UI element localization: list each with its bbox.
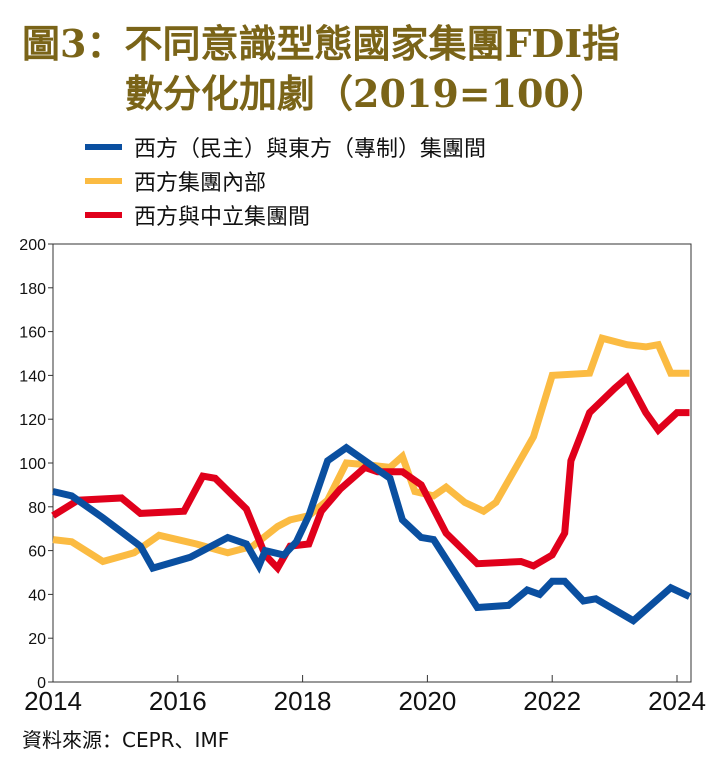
- y-tick-label: 160: [19, 325, 46, 342]
- legend-swatch-red: [85, 212, 122, 218]
- x-tick-label: 2016: [149, 686, 207, 716]
- y-tick-label: 20: [28, 631, 46, 648]
- chart-title-line1: 圖3：不同意識型態國家集團FDI指: [22, 21, 621, 66]
- source-note: 資料來源：CEPR、IMF: [22, 728, 230, 752]
- x-tick-label: 2014: [24, 686, 82, 716]
- legend-swatch-yellow: [85, 178, 122, 184]
- x-tick-label: 2020: [398, 686, 456, 716]
- y-tick-label: 40: [28, 587, 46, 604]
- y-tick-label: 180: [19, 281, 46, 298]
- legend-item-blue: 西方（民主）與東方（專制）集團間: [85, 130, 486, 164]
- series-line-blue: [52, 443, 691, 625]
- series-line-yellow: [52, 334, 690, 566]
- x-tick-label: 2022: [523, 686, 581, 716]
- series-lines: [51, 334, 691, 625]
- x-axis: 2014 2016 2018 2020 2022 2024: [24, 675, 706, 716]
- x-tick-label: 2024: [648, 686, 706, 716]
- legend-item-yellow: 西方集團內部: [85, 164, 486, 198]
- y-tick-label: 200: [19, 237, 46, 254]
- series-line-red: [51, 372, 690, 574]
- legend-label-blue: 西方（民主）與東方（專制）集團間: [134, 137, 487, 162]
- y-tick-label: 60: [28, 544, 46, 561]
- y-tick-label: 0: [37, 675, 46, 692]
- x-tick-label: 2018: [274, 686, 332, 716]
- legend: 西方（民主）與東方（專制）集團間 西方集團內部 西方與中立集團間: [85, 130, 486, 232]
- y-tick-label: 120: [19, 412, 46, 429]
- legend-swatch-blue: [85, 144, 122, 150]
- y-tick-label: 140: [19, 368, 46, 385]
- legend-label-yellow: 西方集團內部: [134, 171, 267, 196]
- y-tick-label: 100: [19, 456, 46, 473]
- y-axis: 0 20 40 60 80 100 120 140 160 180 200: [19, 237, 53, 692]
- legend-label-red: 西方與中立集團間: [134, 205, 311, 230]
- legend-item-red: 西方與中立集團間: [85, 198, 486, 232]
- y-tick-label: 80: [28, 500, 46, 517]
- chart-title-line2: 數分化加劇（2019=100）: [125, 71, 608, 116]
